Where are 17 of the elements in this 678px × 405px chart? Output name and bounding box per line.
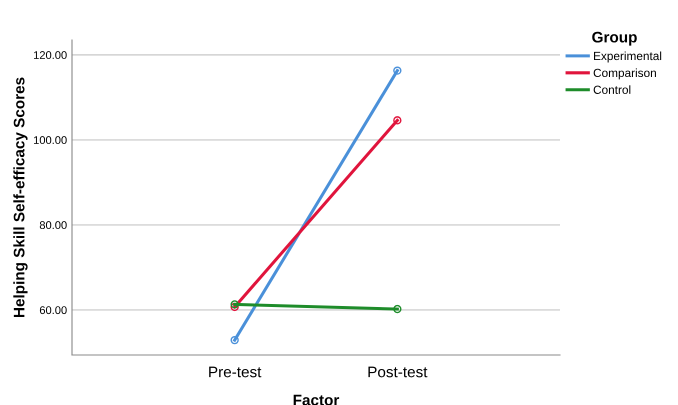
point (393, 66, 402, 75)
y-tick-label: 60.00 (40, 306, 67, 314)
y-tick-label: 120.00 (34, 51, 67, 60)
point (393, 304, 402, 314)
point (230, 336, 239, 344)
x-tick-label: Pre-test (209, 366, 262, 378)
legend-title: Group (592, 32, 637, 46)
legend-label: Control (594, 85, 630, 94)
y-tick-label: 80.00 (40, 221, 67, 230)
y-tick-label: 100.00 (34, 136, 67, 144)
legend-label: Comparison (594, 68, 656, 80)
y-axis-title: Helping Skill Self-efficacy Scores (13, 78, 28, 318)
x-axis-title: Factor (294, 394, 340, 405)
point (393, 116, 402, 125)
x-tick-label: Post-test (368, 366, 428, 378)
point (230, 300, 239, 309)
legend-label: Experimental (594, 51, 662, 62)
